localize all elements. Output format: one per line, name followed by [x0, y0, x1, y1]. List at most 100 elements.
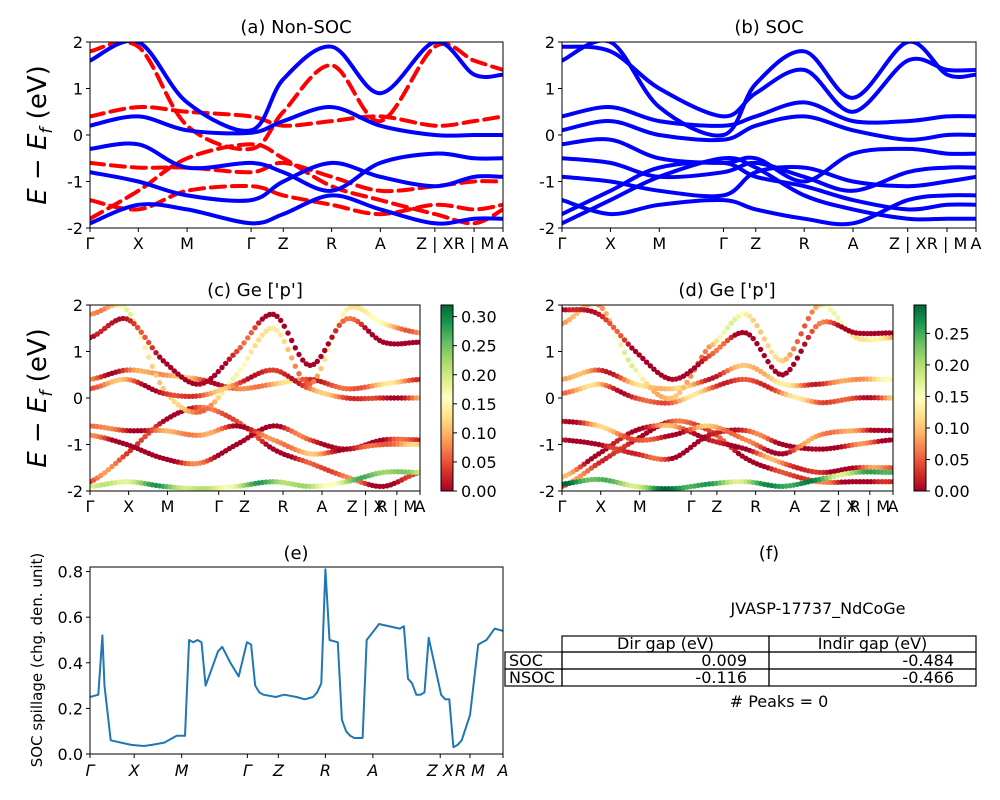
projection-point	[702, 423, 709, 429]
projection-point	[592, 367, 598, 373]
x-tick-label: R M	[455, 761, 485, 780]
x-tick-label: Z | X	[347, 497, 385, 516]
projection-point	[413, 469, 419, 476]
projection-point	[640, 376, 646, 382]
projection-point	[391, 436, 397, 442]
projection-point	[417, 339, 420, 345]
projection-point	[384, 395, 390, 401]
projection-point	[813, 324, 819, 330]
projection-point	[636, 437, 642, 443]
projection-point	[391, 341, 397, 347]
y-tick-label: 2	[545, 296, 555, 315]
projection-point	[369, 314, 375, 320]
projection-point	[732, 316, 738, 322]
x-tick-label: Γ	[247, 234, 256, 253]
x-tick-label: Z | X	[820, 497, 858, 516]
x-tick-label: Γ	[558, 497, 567, 516]
y-tick-label: 0	[545, 126, 555, 145]
projection-point	[358, 321, 364, 327]
projection-point	[413, 395, 419, 401]
projection-point	[809, 328, 815, 335]
projection-point	[120, 454, 126, 460]
y-tick-label: 1	[73, 343, 83, 362]
y-tick-label: 2	[73, 33, 83, 52]
projection-point	[146, 354, 152, 360]
x-tick-label: Z	[239, 497, 250, 516]
x-tick-label: M	[161, 497, 175, 516]
projection-point	[259, 332, 265, 338]
x-tick-label: Z	[272, 761, 285, 780]
projection-point	[827, 479, 834, 486]
projection-point	[651, 366, 657, 372]
projection-point	[168, 364, 174, 371]
projection-point	[871, 427, 878, 433]
projection-point	[208, 402, 214, 409]
x-tick-label: A	[848, 234, 859, 253]
projection-point	[256, 320, 262, 326]
y-tick-label: -2	[539, 219, 555, 238]
projection-point	[570, 314, 576, 320]
projection-point	[278, 332, 284, 338]
panel-f-title: (f)	[759, 543, 779, 564]
projection-point	[153, 372, 159, 378]
x-tick-label: Γ	[687, 497, 696, 516]
projection-point	[890, 330, 893, 336]
projection-point	[647, 363, 653, 369]
projection-point	[131, 321, 137, 327]
x-tick-label: R | M	[850, 497, 890, 516]
projection-point	[256, 435, 262, 441]
projection-point	[135, 441, 141, 447]
projection-point	[831, 310, 837, 316]
projection-point	[621, 350, 628, 356]
x-tick-label: X	[595, 497, 606, 516]
colorbar-tick-label: 0.05	[934, 450, 970, 469]
projection-point	[691, 365, 698, 371]
projection-point	[340, 311, 346, 317]
colorbar-tick-label: 0.00	[934, 482, 970, 501]
projection-point	[274, 313, 280, 319]
non-soc-band	[90, 105, 503, 128]
projection-point	[732, 447, 738, 454]
projection-point	[625, 357, 631, 363]
projection-point	[252, 343, 258, 349]
projection-point	[98, 472, 104, 479]
projection-point	[281, 338, 287, 345]
x-tick-label: Z | X	[889, 234, 927, 253]
projection-point	[794, 355, 801, 361]
projection-point	[802, 341, 808, 347]
projection-point	[193, 381, 199, 387]
table-value: 0.009	[701, 651, 747, 670]
table-cell	[768, 668, 977, 687]
projection-point	[794, 338, 801, 345]
projection-point	[802, 323, 808, 329]
projection-point	[105, 467, 112, 473]
projection-point	[259, 438, 265, 445]
projection-point	[395, 441, 401, 447]
projection-point	[574, 310, 580, 317]
projection-point	[395, 395, 401, 401]
projection-point	[791, 382, 797, 389]
y-tick-label: 2	[545, 33, 555, 52]
projection-point	[772, 368, 778, 374]
projection-point	[691, 441, 698, 448]
projection-point	[292, 345, 298, 351]
projection-point	[746, 313, 753, 319]
projection-point	[890, 479, 893, 485]
projection-point	[109, 463, 115, 470]
projection-point	[245, 335, 251, 341]
projection-point	[827, 306, 834, 312]
projection-point	[230, 352, 236, 358]
projection-point	[625, 341, 631, 347]
x-tick-label: Γ	[214, 497, 223, 516]
projection-point	[391, 441, 397, 447]
projection-point	[248, 330, 254, 336]
projection-point	[574, 306, 580, 313]
y-tick-label: 0	[545, 389, 555, 408]
projection-point	[890, 469, 893, 476]
projection-point	[226, 356, 232, 362]
projection-point	[138, 329, 144, 335]
projection-point	[369, 332, 375, 338]
projection-point	[868, 395, 874, 401]
projection-point	[296, 371, 302, 377]
